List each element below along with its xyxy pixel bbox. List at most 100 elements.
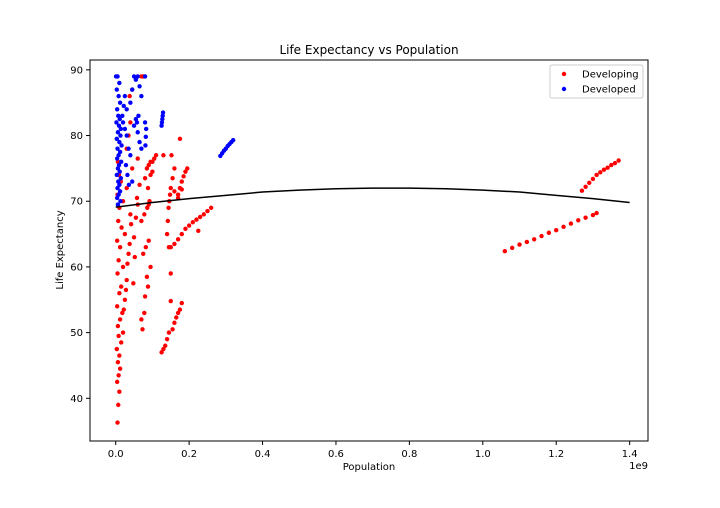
point-developing-116: [174, 315, 179, 320]
point-developing-78: [140, 327, 145, 332]
trend-layer: [115, 187, 630, 208]
point-developing-81: [150, 169, 155, 174]
point-developing-8: [114, 346, 120, 352]
point-developing-14: [120, 310, 125, 316]
point-developing-65: [139, 218, 144, 224]
point-developed-66: [121, 103, 126, 109]
point-developing-38: [121, 307, 126, 312]
point-developing-133: [524, 239, 530, 245]
point-developing-15: [114, 304, 120, 309]
x-tick-label: 0.4: [255, 449, 271, 460]
point-developing-80: [145, 185, 151, 191]
point-developed-6: [114, 107, 120, 112]
point-developing-53: [127, 93, 132, 99]
point-developed-8: [117, 116, 122, 122]
y-tick-label: 60: [70, 262, 83, 273]
point-developed-30: [117, 189, 123, 194]
point-developed-11: [118, 126, 124, 132]
point-developed-38: [126, 146, 131, 151]
point-developed-44: [131, 123, 137, 128]
point-developing-85: [163, 343, 168, 348]
point-developing-43: [131, 281, 136, 286]
point-developing-127: [177, 136, 183, 142]
point-developing-60: [146, 162, 151, 168]
point-developed-63: [122, 93, 128, 99]
point-developing-102: [172, 241, 177, 247]
point-developing-141: [583, 215, 588, 220]
point-developing-3: [114, 379, 120, 385]
point-developing-123: [181, 174, 186, 179]
point-developing-24: [117, 245, 123, 250]
point-developed-36: [122, 126, 128, 132]
point-developing-112: [208, 205, 214, 210]
point-developed-39: [128, 153, 133, 158]
point-developed-52: [143, 126, 149, 132]
point-developing-106: [186, 223, 192, 228]
point-developing-17: [117, 291, 122, 296]
point-developed-23: [115, 166, 121, 171]
point-developing-149: [598, 170, 603, 175]
point-developing-59: [144, 166, 150, 171]
point-developing-146: [587, 180, 592, 186]
x-axis-label: Population: [343, 462, 396, 473]
point-developing-130: [502, 248, 508, 254]
x-tick-label: 0.8: [401, 449, 417, 460]
point-developed-57: [142, 74, 148, 79]
point-developing-137: [554, 227, 559, 233]
point-developing-75: [145, 284, 151, 289]
point-developing-25: [114, 238, 120, 243]
point-developing-23: [126, 251, 131, 256]
x-tick-label: 1.0: [475, 449, 491, 460]
point-developing-140: [576, 218, 581, 223]
point-developing-0: [115, 420, 120, 425]
point-developing-63: [152, 156, 157, 161]
point-developed-48: [139, 146, 144, 151]
point-developed-12: [115, 130, 121, 135]
point-developing-153: [612, 160, 618, 166]
point-developed-46: [135, 130, 140, 135]
point-developing-46: [133, 215, 139, 220]
point-developed-59: [139, 93, 144, 99]
point-developed-71: [160, 110, 166, 115]
point-developed-40: [123, 162, 129, 168]
y-tick-label: 50: [70, 328, 83, 339]
point-developing-62: [150, 159, 155, 165]
point-developing-99: [169, 153, 174, 158]
point-developing-132: [517, 242, 522, 247]
y-tick-label: 90: [70, 65, 83, 76]
point-developing-145: [583, 184, 588, 189]
plot-frame: [89, 59, 649, 442]
point-developing-92: [165, 218, 171, 224]
point-developing-48: [137, 182, 142, 188]
point-developed-25: [114, 172, 120, 178]
points-layer: [113, 74, 621, 425]
point-developed-68: [159, 120, 165, 125]
point-developed-62: [133, 77, 139, 82]
point-developing-111: [205, 208, 210, 214]
point-developed-21: [119, 159, 124, 165]
point-developed-9: [114, 120, 119, 125]
point-developing-84: [161, 346, 166, 352]
point-developing-125: [185, 166, 190, 171]
point-developed-65: [120, 113, 125, 119]
legend-box: [549, 64, 644, 99]
point-developed-19: [116, 153, 121, 158]
point-developing-154: [616, 158, 621, 163]
point-developing-98: [172, 166, 177, 171]
point-developed-17: [115, 146, 120, 151]
point-developing-144: [579, 188, 585, 193]
point-developing-152: [609, 162, 614, 168]
x-tick-label: 0.0: [108, 449, 124, 460]
point-developing-41: [127, 241, 132, 247]
point-developing-19: [124, 277, 129, 283]
point-developing-76: [139, 317, 144, 322]
point-developing-86: [164, 336, 170, 342]
point-developing-21: [120, 264, 126, 270]
y-axis-ticks: 40 50 60 70 80 90: [70, 65, 90, 405]
point-developing-150: [601, 167, 607, 172]
point-developing-64: [153, 153, 159, 158]
point-developing-1: [116, 402, 121, 408]
point-developed-28: [117, 182, 122, 188]
point-developed-37: [124, 133, 129, 138]
